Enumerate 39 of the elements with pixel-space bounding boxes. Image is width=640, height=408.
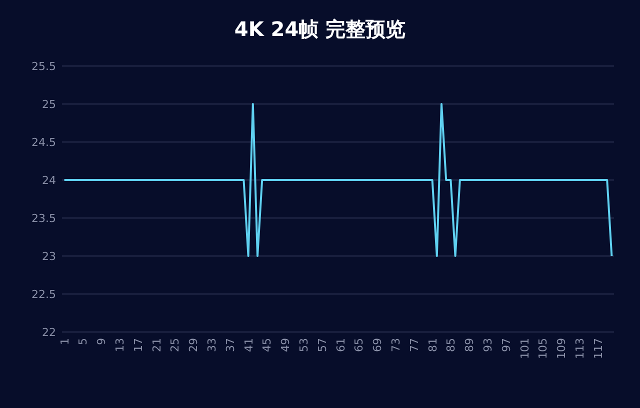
x-tick-label: 21 [150,338,164,352]
x-tick-label: 65 [352,338,366,352]
x-tick-label: 85 [444,338,458,352]
x-tick-label: 105 [536,338,550,359]
x-tick-label: 29 [187,338,200,352]
x-tick-label: 53 [298,338,310,352]
x-tick-label: 13 [114,338,126,352]
x-tick-label: 117 [592,338,605,359]
x-tick-label: 45 [260,338,274,352]
x-tick-label: 41 [242,338,256,352]
x-tick-label: 97 [500,338,513,352]
y-tick-label: 23.5 [32,212,56,225]
x-tick-label: 77 [408,338,421,352]
x-tick-label: 101 [518,338,532,359]
x-tick-label: 5 [76,338,90,345]
x-tick-label: 61 [334,338,348,352]
x-tick-label: 81 [426,338,440,352]
chart-title: 4K 24帧 完整预览 [234,17,406,41]
x-tick-label: 89 [463,338,476,352]
x-tick-label: 109 [555,338,568,359]
x-tick-label: 93 [482,338,494,352]
x-tick-label: 1 [58,338,72,345]
x-tick-label: 57 [316,338,329,352]
y-tick-label: 25 [42,98,56,111]
y-tick-label: 25.5 [32,60,56,73]
y-tick-label: 22 [42,326,56,339]
x-tick-label: 9 [95,338,108,345]
x-tick-label: 37 [224,338,237,352]
x-tick-label: 49 [279,338,292,352]
x-tick-label: 69 [371,338,384,352]
x-tick-label: 113 [574,338,586,359]
x-tick-label: 25 [168,338,182,352]
y-tick-label: 24 [42,174,56,187]
x-tick-label: 33 [206,338,218,352]
x-tick-label: 73 [390,338,402,352]
y-tick-label: 22.5 [32,288,56,301]
y-tick-label: 24.5 [32,136,56,149]
x-tick-label: 17 [132,338,145,352]
y-tick-label: 23 [42,250,56,263]
